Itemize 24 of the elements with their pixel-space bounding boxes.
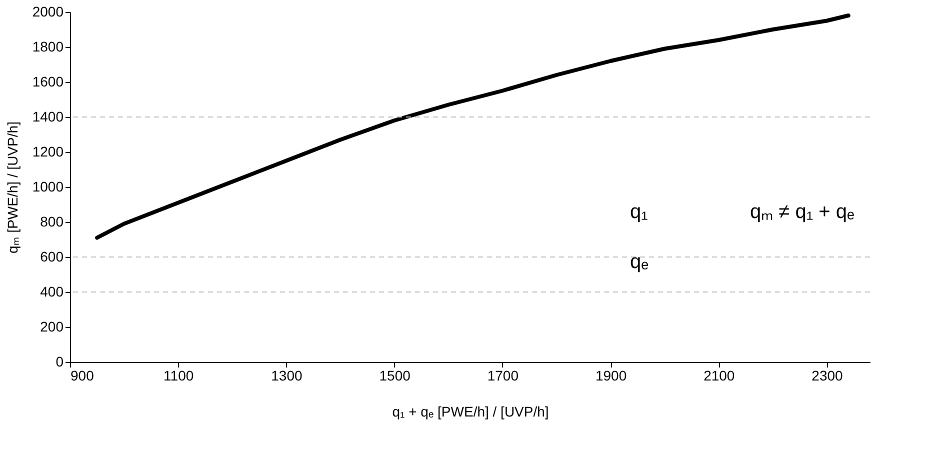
y-tick-label: 0 — [56, 354, 64, 370]
annotation: qₑ — [630, 251, 649, 273]
annotation: qₘ ≠ q₁ + qₑ — [750, 201, 854, 223]
y-tick-label: 1000 — [32, 178, 64, 194]
x-tick-label: 2300 — [812, 368, 844, 384]
x-tick-label: 1700 — [487, 368, 519, 384]
annotation: q₁ — [630, 201, 648, 223]
y-tick-label: 600 — [40, 248, 64, 264]
y-tick-label: 2000 — [32, 4, 64, 20]
x-axis-title: q₁ + qₑ [PWE/h] / [UVP/h] — [392, 404, 549, 420]
x-tick-label: 900 — [70, 368, 94, 384]
y-tick-label: 1600 — [32, 74, 64, 90]
y-tick-label: 1800 — [32, 38, 64, 54]
x-tick-label: 2100 — [704, 368, 735, 384]
x-tick-label: 1300 — [271, 368, 302, 384]
y-tick-label: 1400 — [32, 108, 64, 124]
y-tick-label: 400 — [40, 284, 64, 300]
x-tick-label: 1100 — [164, 368, 194, 384]
y-axis-title: qₘ [PWE/h] / [UVP/h] — [4, 122, 20, 254]
y-tick-label: 200 — [40, 318, 64, 334]
x-tick-label: 1500 — [379, 368, 411, 384]
y-tick-label: 1200 — [32, 144, 64, 160]
y-tick-label: 800 — [40, 214, 64, 230]
x-tick-label: 1900 — [595, 368, 627, 384]
